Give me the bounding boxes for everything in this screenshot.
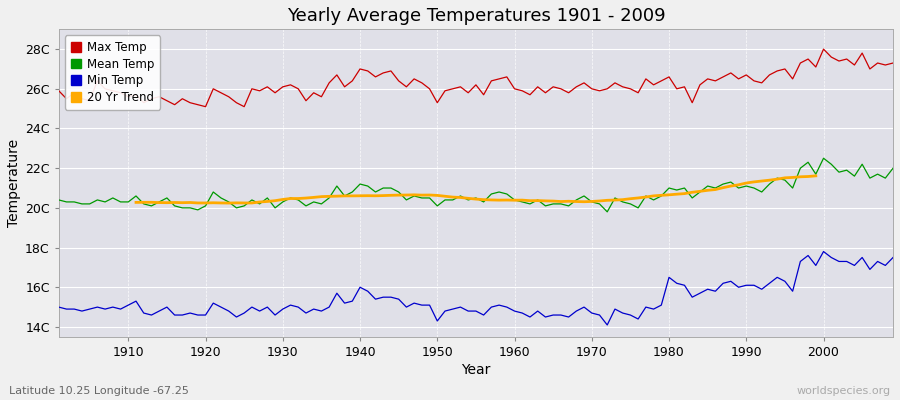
X-axis label: Year: Year bbox=[461, 363, 491, 377]
Text: worldspecies.org: worldspecies.org bbox=[796, 386, 891, 396]
Title: Yearly Average Temperatures 1901 - 2009: Yearly Average Temperatures 1901 - 2009 bbox=[286, 7, 665, 25]
Legend: Max Temp, Mean Temp, Min Temp, 20 Yr Trend: Max Temp, Mean Temp, Min Temp, 20 Yr Tre… bbox=[65, 35, 160, 110]
Y-axis label: Temperature: Temperature bbox=[7, 139, 21, 227]
Text: Latitude 10.25 Longitude -67.25: Latitude 10.25 Longitude -67.25 bbox=[9, 386, 189, 396]
